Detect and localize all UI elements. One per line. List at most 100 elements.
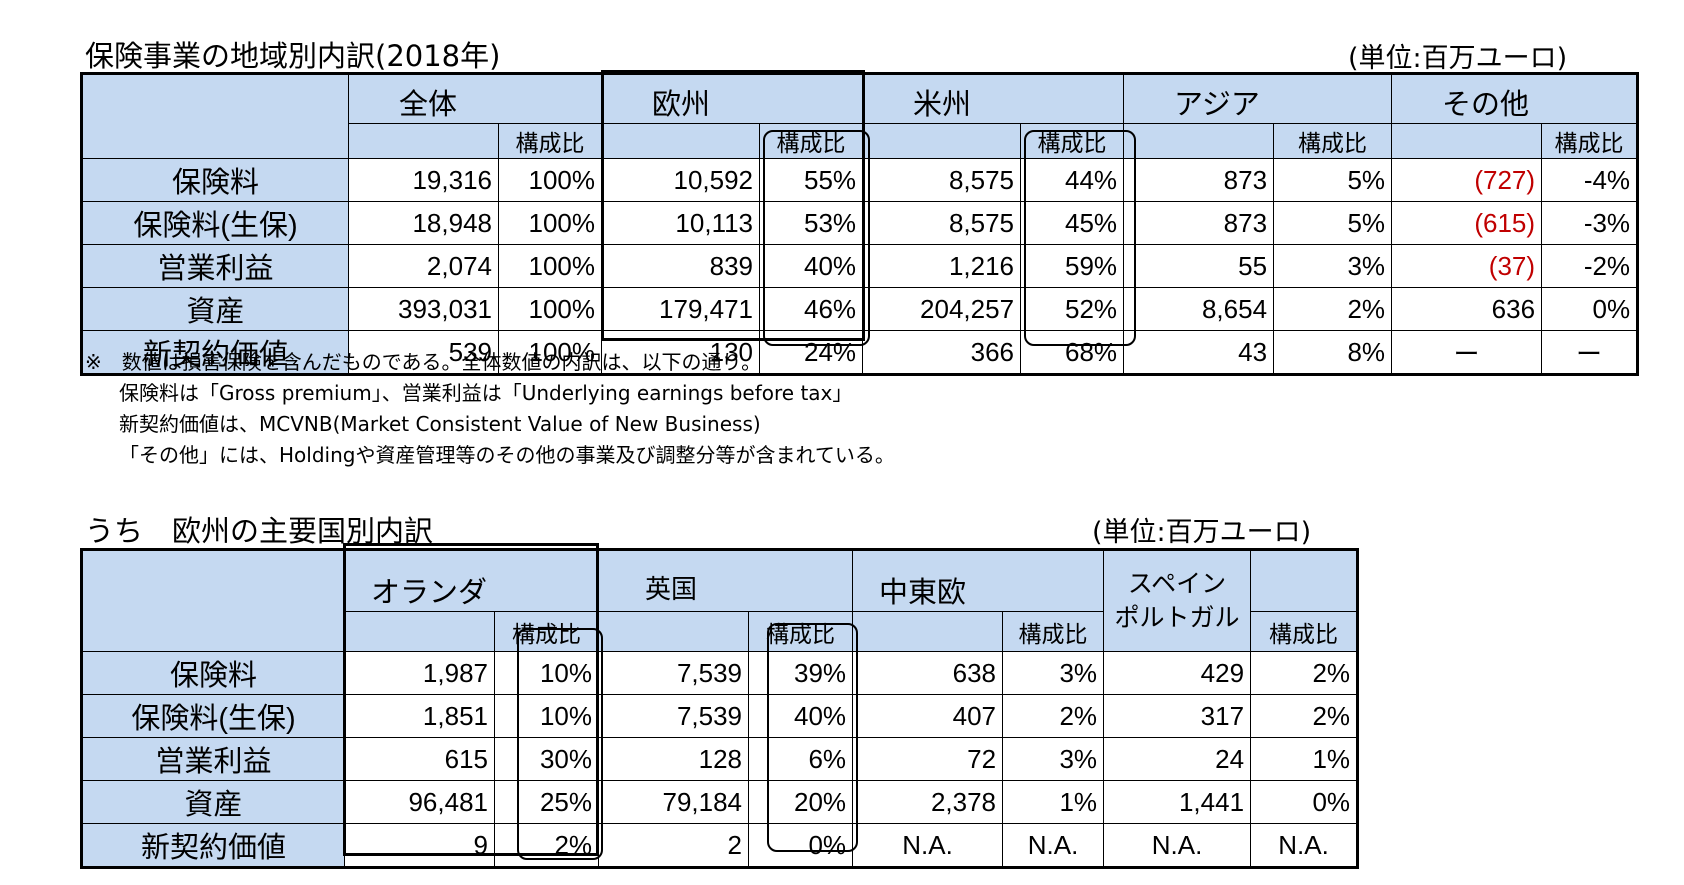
col-header-cee: 中東欧	[852, 549, 1105, 612]
table-cell: 19,316	[348, 158, 499, 202]
table-cell: 204,257	[862, 287, 1022, 331]
table-cell: 3%	[1002, 651, 1105, 695]
footnote-line: 「その他」には、Holdingや資産管理等のその他の事業及び調整分等が含まれてい…	[119, 443, 895, 467]
table-cell: 0%	[748, 823, 854, 868]
table-cell: 55	[1123, 244, 1275, 288]
table-row: 保険料(生保) 18,948 100% 10,113 53% 8,575 45%…	[81, 201, 1639, 245]
table-cell: 68%	[1020, 330, 1125, 375]
table-cell: 100%	[497, 201, 603, 245]
table-row: 新契約価値 9 2% 2 0% N.A. N.A. N.A. N.A.	[81, 823, 1359, 868]
col-header-total: 全体	[347, 73, 603, 124]
table-cell: 8%	[1273, 330, 1393, 375]
table-cell: 8,575	[862, 201, 1022, 245]
subheader-share: 構成比	[1250, 611, 1359, 652]
table-cell: 0%	[1541, 287, 1639, 331]
europe-country-table: オランダ 英国 中東欧 スペイン ポルトガル 構成比 構成比 構成比 構成比 保…	[80, 548, 1360, 869]
top-region-table: 全体 欧州 米州 アジア その他 構成比 構成比 構成比 構成比 構成比 保険料…	[80, 72, 1640, 376]
table-cell: 393,031	[348, 287, 499, 331]
table-cell: 40%	[748, 694, 854, 738]
col-header-asia: アジア	[1123, 73, 1393, 124]
row-label: 新契約価値	[81, 330, 349, 375]
subheader-blank	[1391, 123, 1543, 159]
table-cell: 79,184	[598, 780, 750, 824]
table-cell: ー	[1391, 330, 1543, 375]
row-label: 保険料(生保)	[81, 694, 345, 738]
subheader-share: 構成比	[1541, 123, 1639, 159]
table-cell: 100%	[497, 158, 603, 202]
table-cell: 1%	[1002, 780, 1105, 824]
table-cell: 317	[1103, 694, 1252, 738]
table-cell: 25%	[493, 780, 600, 824]
table-cell: 2,378	[852, 780, 1004, 824]
table-cell: 59%	[1020, 244, 1125, 288]
footnote-line: ※ 数値は損害保険を含んだものである。全体数値の内訳は、以下の通り。	[85, 350, 762, 374]
table-cell: 9	[344, 823, 495, 868]
table-cell: N.A.	[1250, 823, 1359, 868]
table-cell: 6%	[748, 737, 854, 781]
table-cell: 18,948	[348, 201, 499, 245]
table-cell: N.A.	[852, 823, 1004, 868]
footnote-line: 新契約価値は、MCVNB(Market Consistent Value of …	[119, 412, 761, 436]
table-row: 営業利益 2,074 100% 839 40% 1,216 59% 55 3% …	[81, 244, 1639, 288]
subheader-share: 構成比	[497, 123, 603, 159]
subheader-share: 構成比	[1273, 123, 1393, 159]
table-cell: 1,987	[344, 651, 495, 695]
subheader-blank	[1123, 123, 1275, 159]
table-cell: 1%	[1250, 737, 1359, 781]
table-cell: N.A.	[1002, 823, 1105, 868]
table-cell: 2,074	[348, 244, 499, 288]
row-label: 新契約価値	[81, 823, 345, 868]
col-header-europe: 欧州	[601, 73, 864, 124]
row-label: 保険料	[81, 651, 345, 695]
table-cell: (615)	[1391, 201, 1543, 245]
table-cell: 2%	[1250, 651, 1359, 695]
table-cell: 638	[852, 651, 1004, 695]
table-cell: 1,851	[344, 694, 495, 738]
subheader-blank	[344, 611, 495, 652]
corner-header	[81, 73, 349, 159]
table-cell: 10,592	[601, 158, 761, 202]
header-blank	[1250, 549, 1359, 612]
table-cell: 55%	[759, 158, 864, 202]
table-cell: 3%	[1273, 244, 1393, 288]
table-cell: 96,481	[344, 780, 495, 824]
table-cell: 100%	[497, 330, 603, 375]
table-cell: 2%	[1002, 694, 1105, 738]
table-cell: 429	[1103, 651, 1252, 695]
corner-header	[81, 549, 345, 652]
table-cell: 5%	[1273, 201, 1393, 245]
row-label: 資産	[81, 287, 349, 331]
row-label: 営業利益	[81, 737, 345, 781]
table-row: 保険料 19,316 100% 10,592 55% 8,575 44% 873…	[81, 158, 1639, 202]
table-row: 新契約価値 539 100% 130 24% 366 68% 43 8% ー ー	[81, 330, 1639, 375]
table-cell: 130	[601, 330, 761, 375]
table-cell: 366	[862, 330, 1022, 375]
table-cell: 2%	[1250, 694, 1359, 738]
table-cell: N.A.	[1103, 823, 1252, 868]
subheader-blank	[852, 611, 1004, 652]
table-cell: 636	[1391, 287, 1543, 331]
table-cell: 0%	[1250, 780, 1359, 824]
table-cell: 30%	[493, 737, 600, 781]
subheader-blank	[601, 123, 761, 159]
table-cell: 2%	[1273, 287, 1393, 331]
table-cell: 7,539	[598, 651, 750, 695]
col-header-uk: 英国	[598, 549, 854, 612]
table-cell: (727)	[1391, 158, 1543, 202]
table-cell: 10%	[493, 651, 600, 695]
table-cell: 128	[598, 737, 750, 781]
table-cell: 2	[598, 823, 750, 868]
table-cell: 24	[1103, 737, 1252, 781]
table-cell: 5%	[1273, 158, 1393, 202]
table-row: 保険料(生保) 1,851 10% 7,539 40% 407 2% 317 2…	[81, 694, 1359, 738]
table-cell: 3%	[1002, 737, 1105, 781]
table-cell: 8,654	[1123, 287, 1275, 331]
row-label: 営業利益	[81, 244, 349, 288]
col-header-spain-portugal: スペイン ポルトガル	[1103, 549, 1252, 652]
table-cell: -3%	[1541, 201, 1639, 245]
table-cell: 407	[852, 694, 1004, 738]
top-unit-label: (単位:百万ユーロ)	[1348, 43, 1568, 74]
footnote-line: 保険料は「Gross premium」、営業利益は「Underlying ear…	[119, 381, 853, 405]
table-cell: 7,539	[598, 694, 750, 738]
row-label: 保険料	[81, 158, 349, 202]
